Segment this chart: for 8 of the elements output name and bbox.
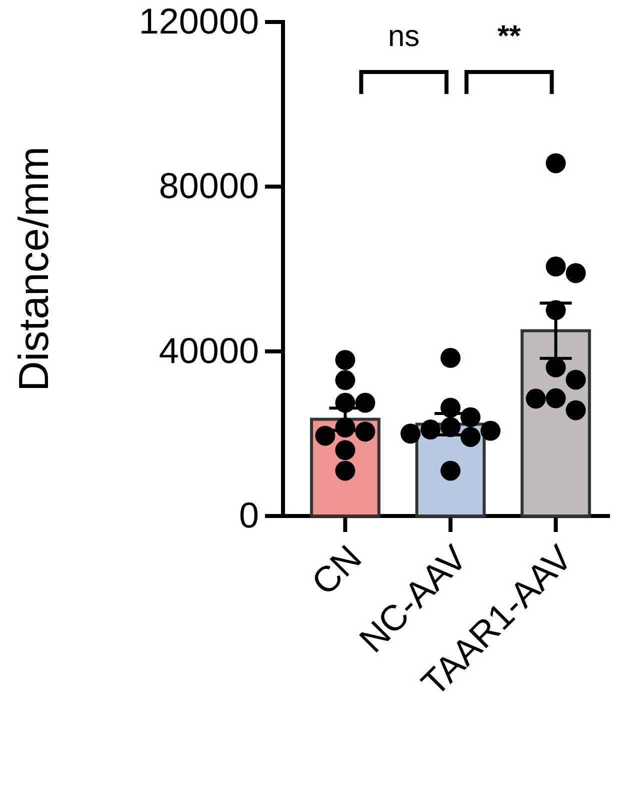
- annotation: ns: [388, 20, 420, 53]
- y-tick-label: 0: [238, 494, 259, 536]
- y-tick-label: 80000: [158, 165, 259, 206]
- annotation: **: [497, 20, 522, 53]
- y-tick-label: 40000: [158, 330, 259, 371]
- y-tick-label: 120000: [138, 0, 259, 42]
- x-tick-label: CN: [303, 537, 370, 603]
- y-axis-title: Distance/mm: [10, 146, 57, 392]
